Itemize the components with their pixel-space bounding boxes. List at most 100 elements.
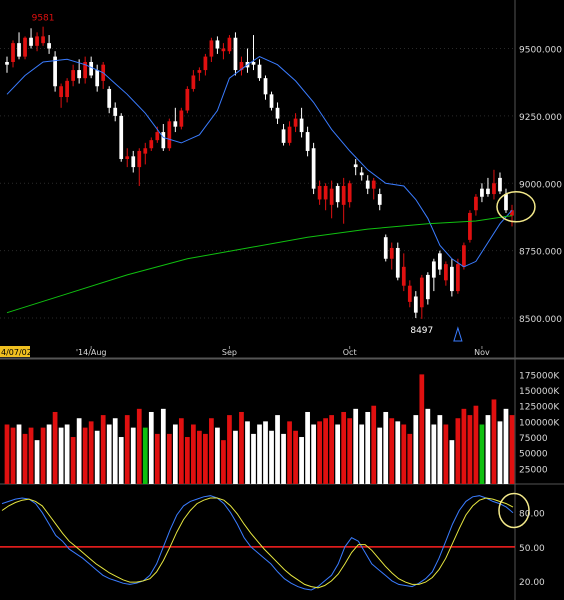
volume-bar bbox=[203, 433, 208, 484]
volume-tick-label: 175000K bbox=[519, 371, 560, 381]
candle-body bbox=[137, 150, 142, 168]
volume-bar bbox=[142, 427, 148, 484]
date-label: Sep bbox=[222, 348, 237, 357]
candle-body bbox=[185, 88, 190, 111]
volume-axis: 25000 50000 75000 100000K 125000K 150000K 1750… bbox=[519, 371, 560, 475]
volume-bar bbox=[287, 421, 292, 484]
volume-bar bbox=[323, 418, 328, 484]
volume-bar bbox=[221, 440, 226, 484]
candle-body bbox=[377, 194, 382, 205]
volume-bar bbox=[437, 415, 443, 484]
candle-body bbox=[125, 156, 130, 160]
candle-body bbox=[335, 185, 340, 203]
candle-body bbox=[450, 266, 454, 292]
candle-body bbox=[275, 107, 280, 119]
volume-bar bbox=[311, 424, 316, 484]
short-moving-average-line bbox=[6, 56, 513, 268]
candle-body bbox=[444, 264, 448, 281]
candle-body bbox=[437, 253, 442, 270]
candle-body bbox=[462, 245, 466, 267]
volume-bar bbox=[64, 424, 70, 484]
volume-bar bbox=[347, 418, 353, 484]
volume-bar bbox=[197, 430, 202, 484]
candle-body bbox=[167, 121, 172, 149]
candle-body bbox=[456, 264, 460, 292]
candle-body bbox=[365, 180, 370, 189]
price-tick-label: 9000.000 bbox=[519, 180, 562, 190]
volume-bar bbox=[365, 411, 371, 484]
volume-bar bbox=[124, 415, 130, 484]
volume-bar bbox=[341, 411, 347, 484]
volume-bar bbox=[461, 408, 467, 484]
volume-bar bbox=[94, 430, 100, 484]
volume-bar bbox=[509, 415, 515, 484]
candle-body bbox=[119, 115, 124, 160]
volume-bar bbox=[76, 418, 82, 484]
candle-body bbox=[95, 70, 100, 87]
candle-body bbox=[17, 43, 21, 57]
volume-bar bbox=[28, 427, 34, 484]
candle-body bbox=[395, 247, 400, 278]
volume-bar bbox=[239, 411, 244, 484]
candle-body bbox=[227, 37, 232, 52]
volume-tick-label: 150000K bbox=[519, 387, 560, 397]
volume-bar bbox=[245, 421, 250, 484]
candle-body bbox=[287, 126, 292, 143]
candle-body bbox=[11, 43, 15, 62]
highlight-circle bbox=[496, 191, 536, 223]
volume-bar bbox=[293, 430, 298, 484]
volume-bar bbox=[419, 374, 425, 484]
volume-bar bbox=[389, 418, 395, 484]
volume-bar bbox=[10, 427, 16, 484]
volume-bar bbox=[233, 430, 238, 484]
volume-tick-label: 25000 bbox=[519, 465, 548, 475]
candle-body bbox=[113, 107, 118, 116]
volume-bar bbox=[335, 424, 341, 484]
candle-body bbox=[35, 36, 39, 46]
volume-bar bbox=[485, 415, 491, 484]
candle-body bbox=[41, 36, 45, 44]
price-tick-label: 8500.000 bbox=[519, 315, 562, 325]
stochastic-panel bbox=[0, 492, 530, 591]
volume-bar bbox=[106, 424, 112, 484]
volume-bar bbox=[305, 411, 310, 484]
candle-body bbox=[155, 132, 160, 141]
candle-body bbox=[474, 196, 478, 211]
candle-body bbox=[143, 148, 148, 154]
stochastic-d-line bbox=[1, 497, 514, 589]
candle-body bbox=[215, 40, 220, 49]
volume-tick-label: 75000 bbox=[519, 434, 548, 444]
volume-bar bbox=[191, 424, 196, 484]
candle-body bbox=[5, 61, 9, 65]
volume-bar bbox=[413, 415, 419, 484]
extreme-value-label: 9581 bbox=[32, 14, 55, 24]
candle-body bbox=[89, 61, 94, 76]
volume-bar bbox=[449, 440, 455, 484]
volume-bar bbox=[178, 418, 184, 484]
volume-bar bbox=[34, 440, 40, 484]
volume-bar bbox=[166, 433, 172, 484]
volume-bar bbox=[160, 408, 166, 484]
candle-body bbox=[197, 70, 202, 73]
volume-bar bbox=[497, 421, 503, 484]
turning-point-marker bbox=[453, 326, 463, 342]
stochastic-tick-label: 50.00 bbox=[519, 544, 545, 554]
volume-bar bbox=[82, 427, 88, 484]
candle-body bbox=[191, 75, 196, 89]
candle-body bbox=[209, 40, 214, 57]
candle-body bbox=[257, 64, 262, 79]
volume-bar bbox=[148, 411, 154, 484]
candle-body bbox=[233, 37, 238, 71]
volume-bar bbox=[299, 437, 304, 484]
volume-bar bbox=[22, 433, 28, 484]
candle-body bbox=[305, 132, 310, 151]
candle-body bbox=[431, 261, 436, 278]
date-label: Nov bbox=[474, 348, 490, 357]
candle-body bbox=[317, 185, 322, 200]
volume-bar bbox=[281, 433, 286, 484]
stochastic-highlight-circle bbox=[498, 492, 530, 529]
volume-tick-label: 100000K bbox=[519, 418, 560, 428]
stochastic-k-line bbox=[1, 495, 514, 591]
volume-bar bbox=[431, 424, 437, 484]
